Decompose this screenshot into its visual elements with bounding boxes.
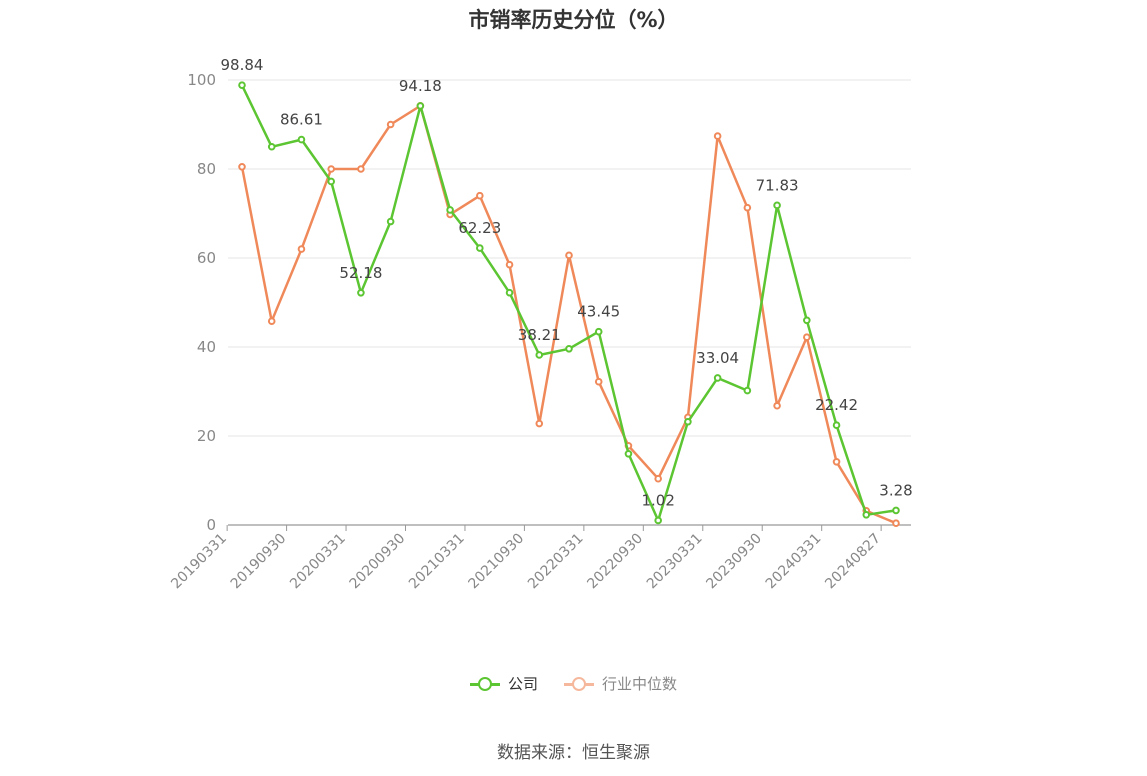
data-point-industry-median: [535, 419, 544, 428]
data-label: 71.83: [756, 176, 799, 194]
data-label: 62.23: [458, 219, 501, 237]
legend-item-industry-median[interactable]: 行业中位数: [564, 673, 677, 694]
x-tick-label: 20210930: [466, 531, 528, 593]
legend-swatch-company-icon: [469, 676, 500, 691]
data-point-company: [684, 417, 692, 426]
data-point-company: [773, 201, 781, 210]
data-point-industry-median: [565, 251, 573, 260]
data-label: 3.28: [879, 481, 912, 499]
y-tick-label: 0: [206, 516, 216, 534]
x-axis: 2019033120190930202003312020093020210331…: [168, 524, 911, 593]
legend-item-company[interactable]: 公司: [469, 673, 538, 694]
data-point-company: [565, 344, 573, 353]
data-point-company: [743, 386, 752, 395]
data-point-company: [238, 81, 246, 89]
legend: 公司 行业中位数: [0, 673, 1147, 694]
data-point-company: [803, 316, 811, 325]
data-label: 38.21: [518, 326, 561, 344]
data-label: 86.61: [280, 111, 323, 129]
data-point-company: [297, 135, 306, 144]
legend-label-industry-median: 行业中位数: [602, 675, 678, 693]
data-label: 52.18: [339, 264, 382, 282]
x-tick-label: 20220331: [525, 531, 587, 593]
data-point-company: [505, 288, 514, 297]
y-tick-label: 40: [197, 338, 216, 356]
series-lines: [238, 81, 900, 528]
data-point-company: [594, 327, 603, 336]
data-label: 43.45: [577, 303, 620, 321]
data-point-industry-median: [832, 458, 841, 466]
data-point-industry-median: [892, 519, 900, 528]
x-tick-label: 20230930: [703, 531, 765, 593]
x-tick-label: 20200331: [287, 531, 349, 593]
x-tick-label: 20190331: [168, 531, 230, 593]
data-point-industry-median: [357, 165, 365, 173]
data-point-industry-median: [594, 377, 603, 386]
y-tick-label: 100: [187, 71, 216, 89]
data-label: 1.02: [641, 491, 674, 509]
data-point-company: [892, 506, 900, 515]
chart-title: 市销率历史分位（%）: [468, 8, 679, 32]
x-tick-label: 20190930: [228, 531, 290, 593]
data-point-company: [476, 244, 484, 252]
data-labels: 98.84 86.61 52.18 94.18 62.23 38.21 43.45 1.02 3…: [221, 56, 913, 509]
data-point-company: [832, 421, 841, 430]
series-line-industry-median: [240, 104, 897, 525]
data-point-company: [446, 206, 454, 214]
data-point-industry-median: [713, 132, 722, 140]
data-point-company: [327, 177, 335, 186]
x-tick-label: 20200930: [347, 531, 409, 593]
x-tick-label: 20230331: [644, 531, 706, 593]
data-label: 98.84: [221, 56, 264, 74]
y-tick-label: 80: [197, 160, 216, 178]
data-point-company: [713, 374, 722, 382]
data-point-company: [267, 142, 276, 151]
x-tick-label: 20220930: [584, 531, 646, 593]
x-tick-label: 20240331: [763, 531, 825, 593]
data-point-company: [535, 351, 544, 359]
series-line-company: [240, 84, 897, 522]
data-point-industry-median: [505, 260, 514, 269]
legend-swatch-industry-icon: [564, 676, 594, 691]
y-tick-label: 20: [197, 427, 216, 445]
legend-label-company: 公司: [507, 675, 538, 693]
data-point-company: [862, 510, 871, 519]
data-point-industry-median: [327, 165, 335, 173]
data-point-company: [416, 102, 425, 110]
data-point-industry-median: [386, 120, 395, 129]
data-point-industry-median: [743, 203, 752, 212]
data-point-industry-median: [238, 162, 246, 171]
data-point-company: [654, 516, 662, 525]
data-point-industry-median: [476, 191, 484, 200]
data-point-industry-median: [773, 401, 781, 410]
data-point-industry-median: [297, 245, 306, 253]
x-tick-label: 20210331: [406, 531, 468, 593]
data-label: 22.42: [815, 396, 858, 414]
data-point-industry-median: [267, 317, 276, 325]
data-point-industry-median: [803, 333, 811, 342]
y-tick-label: 60: [197, 249, 216, 267]
data-point-company: [357, 288, 365, 297]
data-point-company: [624, 450, 633, 458]
y-axis-ticks: 0 20 40 60 80 100: [187, 71, 216, 534]
data-point-industry-median: [654, 474, 662, 483]
data-source: 数据来源：恒生聚源: [497, 743, 650, 763]
data-label: 33.04: [696, 349, 739, 367]
data-point-company: [386, 217, 395, 226]
x-tick-label: 20240827: [822, 531, 884, 593]
data-label: 94.18: [399, 77, 442, 95]
